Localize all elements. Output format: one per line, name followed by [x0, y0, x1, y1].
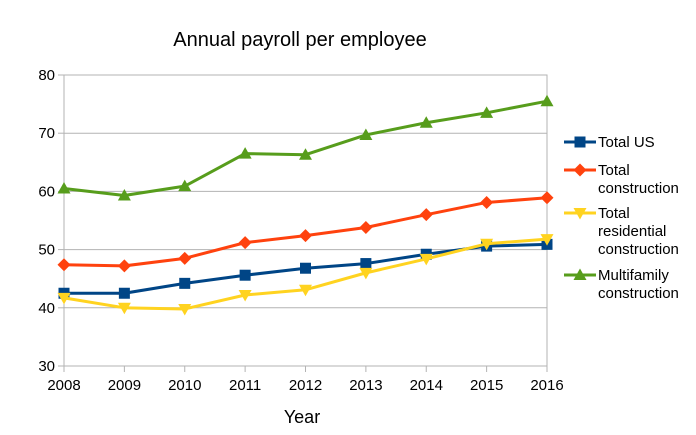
y-axis-ticks: 30 40 50 60 70 80 — [38, 67, 64, 375]
legend-label: Multifamily — [598, 267, 669, 284]
y-tick-label: 80 — [38, 67, 55, 84]
data-point — [480, 238, 494, 251]
data-point — [419, 208, 433, 222]
data-point — [238, 236, 252, 250]
data-point — [419, 116, 433, 128]
x-tick-label: 2015 — [470, 377, 503, 394]
x-tick-label: 2013 — [349, 377, 382, 394]
series-group — [57, 94, 554, 316]
legend-marker — [573, 163, 587, 177]
data-point — [57, 292, 71, 305]
legend-label: Total — [598, 205, 630, 222]
x-tick-label: 2016 — [530, 377, 563, 394]
legend-label: construction — [598, 241, 679, 258]
data-point — [239, 269, 251, 281]
data-point — [117, 302, 131, 315]
x-tick-label: 2010 — [168, 377, 201, 394]
axes — [63, 74, 548, 367]
x-tick-label: 2008 — [47, 377, 80, 394]
data-point — [360, 258, 372, 270]
legend-marker — [573, 208, 587, 220]
legend-marker — [574, 136, 586, 148]
data-point — [117, 259, 131, 273]
data-point — [299, 284, 312, 297]
data-point — [57, 258, 71, 272]
y-tick-label: 40 — [38, 300, 55, 317]
data-point — [178, 251, 192, 265]
series-total-construction — [57, 191, 554, 273]
data-point — [540, 191, 554, 205]
legend-item-total-us: Total US — [564, 134, 655, 151]
data-point — [178, 179, 192, 192]
y-tick-label: 60 — [38, 183, 55, 200]
data-point — [300, 262, 311, 274]
data-point — [540, 234, 554, 246]
x-tick-label: 2011 — [229, 377, 261, 394]
data-point — [299, 148, 312, 160]
x-axis-title: Year — [284, 407, 320, 427]
x-tick-label: 2009 — [108, 377, 141, 394]
data-point — [118, 287, 130, 299]
x-tick-label: 2012 — [289, 377, 322, 394]
data-point — [117, 188, 131, 201]
data-point — [238, 147, 252, 159]
y-tick-label: 70 — [38, 125, 55, 142]
legend-label: construction — [598, 180, 679, 197]
series-total-residential-construction — [57, 234, 554, 316]
y-tick-label: 50 — [38, 242, 55, 259]
legend-label: Total US — [598, 134, 655, 151]
data-point — [179, 277, 191, 289]
legend-label: Total — [598, 162, 630, 179]
gridlines — [64, 74, 547, 367]
data-point — [57, 181, 71, 194]
x-axis-ticks: 2008 2009 2010 2011 2012 2013 2014 2015 2016 — [47, 366, 564, 394]
data-point — [359, 128, 373, 140]
data-point — [299, 229, 312, 243]
data-point — [238, 289, 252, 302]
data-point — [480, 195, 494, 209]
series-multifamily-construction — [57, 94, 554, 201]
legend: Total USTotalconstructionTotalresidentia… — [564, 134, 679, 302]
x-tick-label: 2014 — [410, 377, 443, 394]
chart-title: Annual payroll per employee — [173, 29, 427, 51]
data-point — [359, 267, 373, 280]
legend-label: construction — [598, 285, 679, 302]
data-point — [480, 106, 494, 118]
legend-label: residential — [598, 223, 666, 240]
data-point — [178, 303, 192, 316]
plot-frame — [63, 74, 548, 367]
data-point — [419, 253, 433, 266]
data-point — [540, 94, 554, 107]
legend-marker — [573, 268, 587, 280]
y-tick-label: 30 — [38, 358, 55, 375]
data-point — [359, 220, 373, 234]
